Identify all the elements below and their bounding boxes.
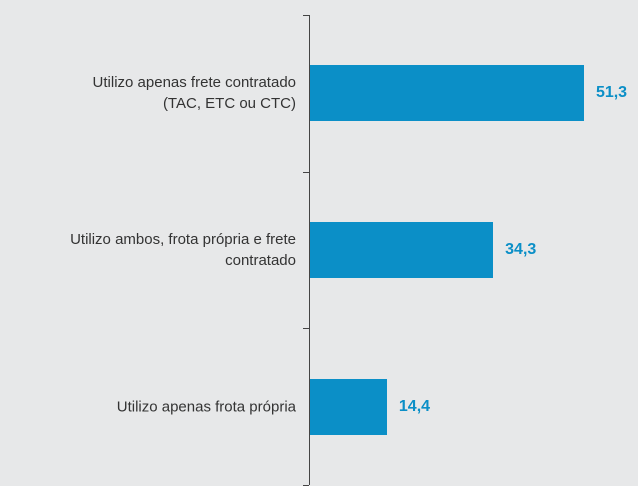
tick-mark — [303, 328, 309, 330]
category-label: Utilizo ambos, frota própria e frete con… — [70, 231, 296, 269]
bar — [310, 222, 494, 278]
bar — [310, 378, 387, 435]
tick-mark — [303, 15, 309, 16]
category-label: Utilizo apenas frete contratado (TAC, ET… — [92, 74, 296, 113]
value-label: 14,4 — [398, 397, 431, 415]
axis-line — [309, 15, 310, 485]
value-label: 51,3 — [595, 84, 628, 102]
tick-mark — [303, 171, 309, 173]
value-label: 34,3 — [505, 241, 537, 258]
category-label: Utilizo apenas frota própria — [116, 398, 296, 416]
bar — [310, 65, 584, 122]
